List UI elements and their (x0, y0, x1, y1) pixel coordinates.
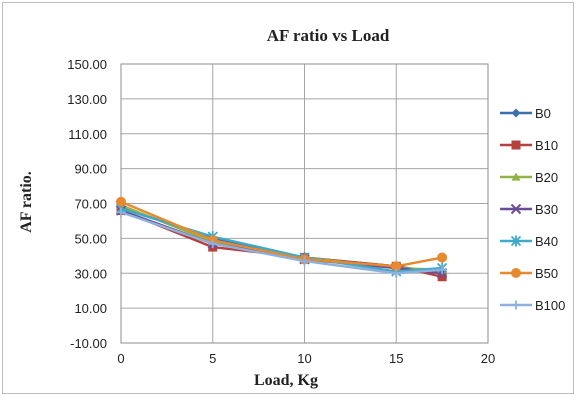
legend-marker-b30 (510, 203, 522, 215)
legend-label-b40: B40 (535, 234, 558, 249)
legend-marker-b100 (511, 300, 521, 310)
legend-label-b20: B20 (535, 170, 558, 185)
legend-label-b10: B10 (535, 138, 558, 153)
data-point-b100 (300, 256, 309, 266)
legend-marker-b50 (511, 268, 521, 278)
legend-label-b50: B50 (535, 266, 558, 281)
y-tick-label: 50.00 (74, 231, 107, 246)
legend-marker-b40 (510, 235, 522, 247)
data-point-b100 (208, 239, 218, 249)
data-point-b100 (116, 207, 126, 217)
y-tick-label: 150.00 (67, 57, 107, 72)
legend-marker-b20 (511, 172, 521, 181)
x-axis-title: Load, Kg (254, 372, 318, 389)
y-tick-label: 10.00 (74, 301, 107, 316)
series-line-b20 (120, 204, 443, 271)
x-tick-label: 20 (481, 351, 495, 366)
x-tick-label: 10 (297, 351, 311, 366)
y-tick-label: -10.00 (70, 336, 107, 351)
data-point-b50 (116, 196, 126, 207)
chart-frame: AF ratio vs Load Load, Kg AF ratio. -10.… (2, 2, 574, 394)
x-tick-label: 5 (209, 351, 216, 366)
data-point-b100 (437, 265, 447, 275)
legend-label-b0: B0 (535, 106, 551, 121)
y-axis-title: AF ratio. (18, 171, 35, 233)
af-ratio-chart: AF ratio vs Load Load, Kg AF ratio. -10.… (18, 26, 565, 389)
legend-marker-b0 (511, 108, 521, 118)
data-point-b100 (391, 268, 401, 278)
x-tick-label: 15 (389, 351, 403, 366)
y-tick-label: 90.00 (74, 162, 107, 177)
chart-title: AF ratio vs Load (267, 26, 390, 45)
data-point-b50 (437, 252, 448, 263)
legend-label-b30: B30 (535, 202, 558, 217)
data-point-b10 (437, 272, 447, 282)
y-tick-label: 70.00 (74, 197, 107, 212)
y-tick-label: 30.00 (74, 266, 107, 281)
y-tick-label: 110.00 (68, 127, 107, 142)
legend-label-b100: B100 (535, 298, 565, 313)
x-tick-label: 0 (117, 351, 124, 366)
y-tick-label: 130.00 (67, 92, 107, 107)
data-point-b50 (391, 261, 402, 272)
legend-marker-b10 (511, 140, 521, 150)
